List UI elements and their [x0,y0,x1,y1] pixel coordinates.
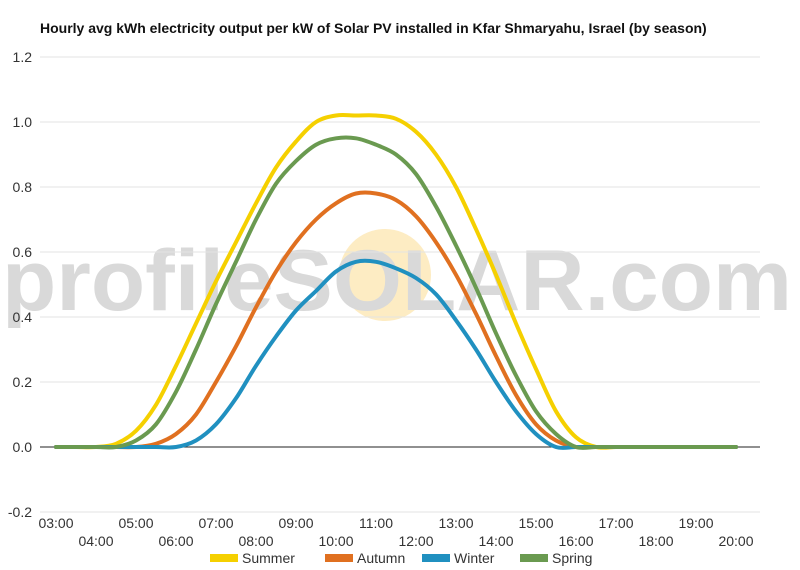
y-tick-label: 0.8 [13,179,33,195]
watermark-logo: profileSOLAR.com [2,229,792,329]
x-tick-label: 06:00 [158,533,193,549]
y-tick-label: -0.2 [8,504,32,520]
legend-swatch-winter [422,554,450,562]
y-tick-label: 0.6 [13,244,33,260]
legend-swatch-spring [520,554,548,562]
x-tick-label: 08:00 [238,533,273,549]
x-tick-label: 20:00 [718,533,753,549]
x-tick-label: 12:00 [398,533,433,549]
chart-title: Hourly avg kWh electricity output per kW… [40,20,707,36]
y-tick-label: 0.0 [13,439,33,455]
y-tick-label: 0.2 [13,374,33,390]
legend-label-spring: Spring [552,550,592,566]
y-axis-tick-labels: -0.2 0.0 0.2 0.4 0.6 0.8 1.0 1.2 [8,49,32,520]
y-tick-label: 0.4 [13,309,33,325]
x-tick-label: 07:00 [198,515,233,531]
x-tick-label: 11:00 [359,515,393,531]
x-tick-label: 17:00 [598,515,633,531]
watermark-text: profileSOLAR.com [2,233,792,329]
x-tick-label: 10:00 [318,533,353,549]
legend-label-autumn: Autumn [357,550,405,566]
legend-label-summer: Summer [242,550,295,566]
x-tick-label: 19:00 [678,515,713,531]
x-axis-tick-labels: 03:00 04:00 05:00 06:00 07:00 08:00 09:00 10:00… [38,515,753,549]
series-line-spring [54,135,738,450]
x-tick-label: 16:00 [558,533,593,549]
legend-swatch-autumn [325,554,353,562]
legend-label-winter: Winter [454,550,495,566]
x-tick-label: 15:00 [518,515,553,531]
x-tick-label: 18:00 [638,533,673,549]
series-lines [54,113,738,450]
x-tick-label: 03:00 [38,515,73,531]
legend: Summer Autumn Winter Spring [210,550,592,566]
y-tick-label: 1.0 [13,114,33,130]
x-tick-label: 05:00 [118,515,153,531]
x-tick-label: 04:00 [78,533,113,549]
legend-swatch-summer [210,554,238,562]
x-tick-label: 09:00 [278,515,313,531]
y-tick-label: 1.2 [13,49,33,65]
x-tick-label: 13:00 [438,515,473,531]
x-tick-label: 14:00 [478,533,513,549]
